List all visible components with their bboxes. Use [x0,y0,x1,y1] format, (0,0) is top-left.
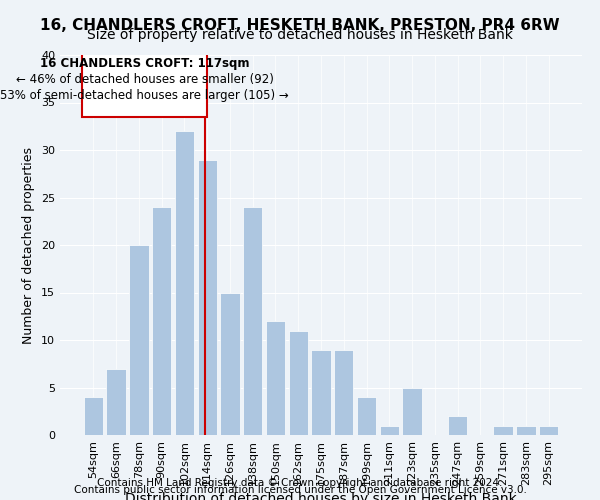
Bar [334,350,353,435]
Text: Contains public sector information licensed under the Open Government Licence v3: Contains public sector information licen… [74,485,526,495]
Text: Contains HM Land Registry data © Crown copyright and database right 2024.: Contains HM Land Registry data © Crown c… [97,478,503,488]
Text: 53% of semi-detached houses are larger (105) →: 53% of semi-detached houses are larger (… [0,89,289,102]
Bar [243,207,262,435]
Bar [152,207,172,435]
Bar [175,131,194,435]
Y-axis label: Number of detached properties: Number of detached properties [22,146,35,344]
Bar [516,426,536,435]
Bar [266,321,285,435]
Bar [448,416,467,435]
Text: 16, CHANDLERS CROFT, HESKETH BANK, PRESTON, PR4 6RW: 16, CHANDLERS CROFT, HESKETH BANK, PREST… [40,18,560,32]
Bar [84,397,103,435]
FancyBboxPatch shape [82,50,207,116]
Bar [539,426,558,435]
Bar [220,292,239,435]
Bar [106,368,126,435]
Text: 16 CHANDLERS CROFT: 117sqm: 16 CHANDLERS CROFT: 117sqm [40,57,250,70]
Bar [289,330,308,435]
Bar [129,245,149,435]
Text: ← 46% of detached houses are smaller (92): ← 46% of detached houses are smaller (92… [16,73,274,86]
Bar [380,426,399,435]
Bar [357,397,376,435]
Bar [197,160,217,435]
X-axis label: Distribution of detached houses by size in Hesketh Bank: Distribution of detached houses by size … [125,492,517,500]
Text: Size of property relative to detached houses in Hesketh Bank: Size of property relative to detached ho… [87,28,513,42]
Bar [493,426,513,435]
Bar [311,350,331,435]
Bar [403,388,422,435]
